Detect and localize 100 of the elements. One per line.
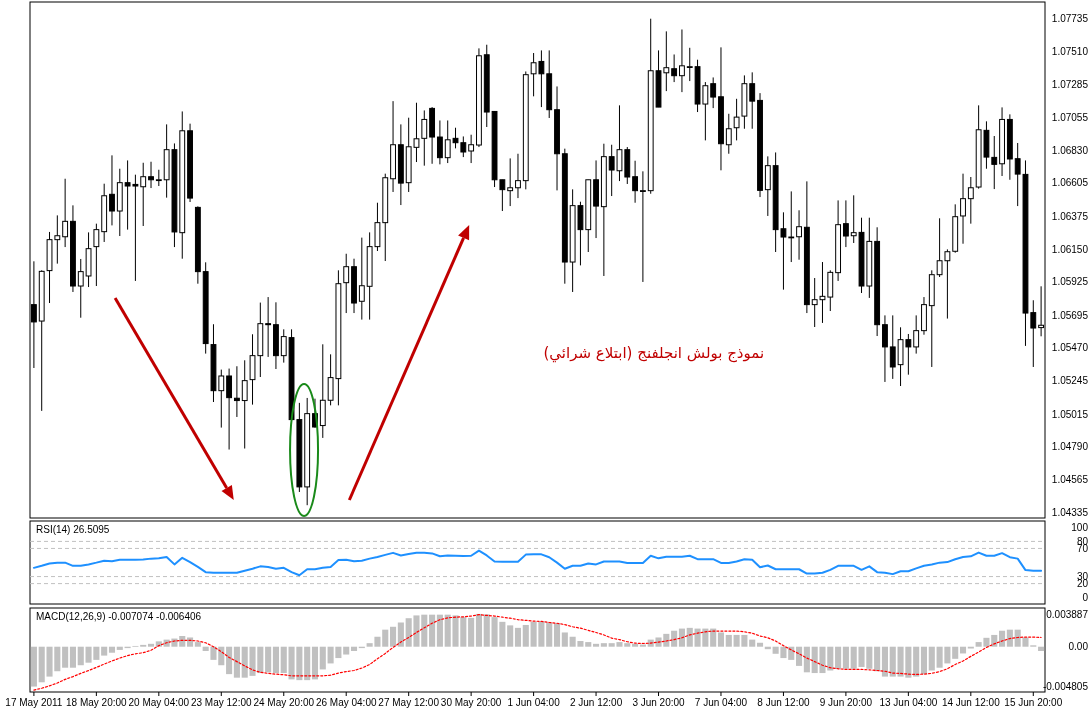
y-tick-label: 1.06605 bbox=[1051, 177, 1089, 189]
line-series bbox=[33, 614, 1042, 691]
y-tick-label: 1.06830 bbox=[1051, 144, 1089, 156]
x-tick-label: 3 Jun 20:00 bbox=[632, 697, 686, 708]
candlestick bbox=[796, 209, 802, 261]
candlestick bbox=[343, 253, 350, 314]
y-tick-label: 1.05245 bbox=[1051, 375, 1089, 387]
bar bbox=[686, 627, 693, 647]
y-tick-label: 0.003887 bbox=[1046, 609, 1089, 621]
bar bbox=[600, 643, 607, 647]
bar bbox=[593, 643, 600, 647]
bar bbox=[725, 634, 732, 647]
candlestick bbox=[913, 314, 920, 355]
y-tick-label: 1.07735 bbox=[1051, 13, 1089, 25]
candlestick bbox=[358, 237, 365, 321]
x-tick-label: 7 Jun 04:00 bbox=[694, 697, 748, 708]
bar bbox=[397, 622, 404, 647]
bar bbox=[116, 646, 123, 650]
bar bbox=[304, 646, 311, 681]
y-tick-label: 1.04335 bbox=[1051, 507, 1089, 519]
x-tick-label: 23 May 12:00 bbox=[190, 697, 253, 708]
bar bbox=[749, 639, 756, 647]
bar bbox=[991, 634, 998, 647]
candlestick bbox=[967, 176, 974, 225]
bar bbox=[343, 646, 350, 655]
bar bbox=[319, 646, 326, 670]
y-tick-label: 1.05015 bbox=[1051, 408, 1089, 420]
bar bbox=[429, 614, 436, 647]
candlestick bbox=[960, 173, 966, 245]
x-tick-label: 17 May 2011 bbox=[5, 697, 63, 708]
candlestick bbox=[507, 157, 514, 207]
bar bbox=[522, 624, 529, 647]
x-tick-label: 14 Jun 12:00 bbox=[941, 697, 1001, 708]
bar bbox=[233, 646, 240, 678]
y-tick-label: 1.06150 bbox=[1051, 243, 1089, 255]
y-tick-label: 1.07285 bbox=[1051, 78, 1089, 90]
bar bbox=[265, 646, 272, 673]
x-tick-label: 26 May 04:00 bbox=[315, 697, 377, 708]
bar bbox=[507, 625, 514, 647]
candlestick bbox=[632, 160, 639, 204]
bar bbox=[69, 646, 76, 668]
bar bbox=[710, 628, 717, 647]
candlestick bbox=[710, 76, 717, 109]
y-tick-label: 1.04565 bbox=[1051, 473, 1089, 485]
bar bbox=[796, 646, 803, 666]
y-tick-label: 20 bbox=[1076, 578, 1089, 590]
candlestick bbox=[842, 199, 849, 248]
bar bbox=[108, 646, 116, 653]
candlestick bbox=[725, 113, 732, 155]
x-tick-label: 24 May 20:00 bbox=[253, 697, 315, 708]
chart-title: RSI(14) 26.5095 bbox=[36, 524, 110, 535]
bar bbox=[62, 646, 69, 668]
bar bbox=[920, 646, 928, 675]
candlestick bbox=[679, 28, 685, 93]
bar bbox=[1006, 629, 1013, 647]
bar bbox=[913, 646, 920, 677]
bar bbox=[803, 646, 810, 673]
candlestick bbox=[226, 368, 233, 451]
candlestick bbox=[749, 71, 756, 130]
bar bbox=[561, 632, 568, 647]
bar bbox=[881, 646, 888, 677]
annotation: نموذج بولش انجلفنج (ابتلاع شرائي) bbox=[543, 344, 765, 363]
bar bbox=[194, 642, 201, 647]
bar bbox=[546, 622, 553, 647]
bar bbox=[382, 629, 389, 647]
candlestick bbox=[62, 178, 69, 248]
bar bbox=[350, 646, 358, 651]
y-tick-label: -0.004805 bbox=[1042, 680, 1089, 692]
bar bbox=[889, 646, 896, 677]
bar bbox=[475, 613, 482, 647]
y-tick-label: 1.05470 bbox=[1051, 342, 1089, 354]
candlestick bbox=[468, 134, 475, 164]
bar bbox=[179, 636, 186, 647]
bar bbox=[272, 646, 279, 674]
candlestick bbox=[764, 155, 771, 217]
bar bbox=[756, 642, 764, 647]
bar bbox=[147, 643, 155, 647]
y-tick-label: 100 bbox=[1071, 521, 1089, 533]
candlestick bbox=[671, 53, 678, 83]
bar bbox=[77, 646, 84, 666]
bar bbox=[639, 644, 646, 647]
bar bbox=[999, 630, 1006, 647]
x-tick-label: 2 Jun 12:00 bbox=[569, 697, 623, 708]
candlestick bbox=[233, 365, 240, 418]
x-tick-label: 20 May 04:00 bbox=[128, 697, 190, 708]
y-tick-label: 1.07510 bbox=[1051, 45, 1089, 57]
bar bbox=[226, 646, 233, 675]
bar bbox=[671, 630, 678, 647]
bar bbox=[280, 646, 287, 674]
candlestick bbox=[515, 153, 521, 199]
bar bbox=[1038, 646, 1045, 651]
bar bbox=[468, 617, 475, 647]
bar bbox=[30, 646, 37, 687]
bar bbox=[928, 646, 935, 671]
x-tick-label: 15 Jun 20:00 bbox=[1004, 697, 1063, 708]
x-tick-label: 9 Jun 20:00 bbox=[819, 697, 873, 708]
bar bbox=[553, 623, 561, 647]
x-tick-label: 27 May 12:00 bbox=[378, 697, 440, 708]
bar bbox=[101, 646, 108, 656]
chart-title: MACD(12,26,9) -0.007074 -0.006406 bbox=[36, 611, 202, 622]
